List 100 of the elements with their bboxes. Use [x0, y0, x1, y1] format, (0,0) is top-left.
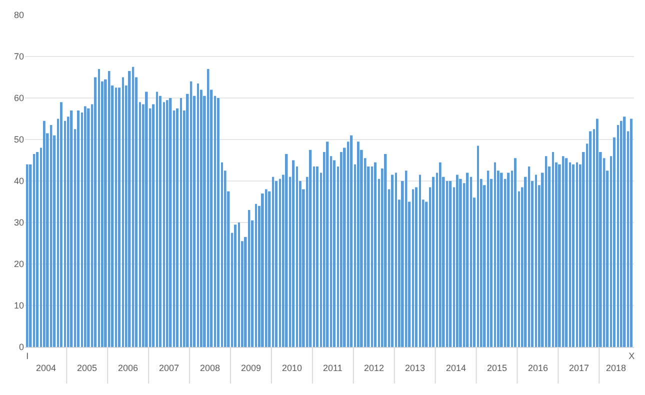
bar: [439, 162, 442, 347]
bar: [70, 110, 73, 347]
bar: [617, 124, 619, 347]
text: 2010: [282, 363, 302, 373]
bar: [197, 83, 200, 347]
bar: [596, 118, 598, 347]
y-tick-label: 50: [14, 134, 24, 145]
bar: [350, 135, 353, 347]
bar: [552, 152, 554, 347]
bar: [494, 162, 496, 347]
bar: [248, 210, 250, 347]
text: 2004: [36, 363, 56, 373]
bar: [630, 118, 633, 347]
bar: [87, 108, 90, 347]
text: 2005: [77, 363, 98, 373]
bar: [26, 164, 28, 347]
y-tick-label: 40: [14, 176, 24, 186]
bar: [255, 204, 258, 347]
bar: [169, 98, 172, 347]
bar: [309, 150, 312, 347]
bar: [449, 181, 452, 347]
bar: [357, 142, 360, 347]
y-tick-label: 70: [14, 52, 24, 62]
bar: [122, 77, 124, 347]
bar: [333, 160, 336, 347]
y-tick-label: 60: [14, 93, 24, 104]
y-tick-label: 20: [14, 259, 24, 270]
bar: [623, 116, 626, 347]
bar: [507, 172, 510, 347]
bar: [405, 170, 408, 347]
x-tick-label: I: [26, 350, 29, 361]
x-tick-label: X: [628, 350, 635, 361]
bar: [156, 92, 158, 347]
text: 2013: [405, 363, 426, 373]
bar: [477, 146, 479, 347]
bar: [166, 100, 168, 347]
bar: [108, 71, 110, 347]
bar: [265, 189, 268, 347]
bar: [36, 152, 39, 347]
bar: [565, 158, 568, 347]
bar: [159, 96, 162, 347]
bar: [316, 166, 318, 347]
bar: [466, 172, 469, 347]
text: 2009: [241, 363, 262, 373]
bar: [589, 131, 592, 347]
bar: [535, 174, 537, 347]
bar: [190, 81, 192, 347]
bar: [432, 176, 435, 347]
bar: [528, 166, 530, 347]
bar: [569, 162, 572, 347]
bar: [234, 224, 237, 347]
text: 2007: [159, 363, 180, 373]
bar: [340, 152, 342, 347]
bar: [180, 98, 182, 347]
bar: [562, 156, 564, 347]
bar: [128, 71, 131, 347]
bar: [207, 68, 210, 347]
text: 2015: [487, 363, 508, 373]
bar: [115, 88, 118, 347]
bar: [275, 181, 278, 347]
bar: [419, 174, 421, 347]
bar: [84, 106, 86, 347]
bar: [279, 178, 281, 347]
bar: [217, 98, 220, 347]
bar: [43, 120, 46, 347]
bar: [371, 166, 374, 347]
text: 2014: [446, 363, 466, 373]
bar: [620, 120, 622, 347]
bar: [500, 172, 503, 347]
bar: [33, 154, 36, 347]
bar: [470, 176, 472, 347]
bar: [456, 174, 458, 347]
bar: [98, 68, 100, 347]
bar: [514, 158, 516, 347]
bar: [272, 176, 274, 347]
bar: [261, 193, 264, 347]
bar: [395, 172, 398, 347]
bar: [238, 222, 240, 347]
text: 2012: [364, 363, 384, 373]
bar: [572, 164, 575, 347]
y-tick-label: 80: [14, 10, 24, 20]
text: 2018: [606, 363, 626, 373]
bar: [412, 189, 414, 347]
bar: [384, 154, 387, 347]
text: 2006: [118, 363, 138, 373]
text: 2017: [569, 363, 590, 373]
bar: [285, 154, 288, 347]
y-tick-label: 0: [18, 342, 24, 352]
bar: [50, 124, 52, 347]
bar: [60, 102, 62, 347]
text: 2008: [200, 363, 220, 373]
bar: [374, 162, 377, 347]
text: 2016: [528, 363, 548, 373]
bar: [132, 66, 134, 347]
bar: [446, 181, 448, 347]
bar: [77, 110, 80, 347]
bar: [145, 92, 148, 347]
bar: [292, 160, 295, 347]
bar: [545, 156, 548, 347]
bar: [487, 170, 490, 347]
